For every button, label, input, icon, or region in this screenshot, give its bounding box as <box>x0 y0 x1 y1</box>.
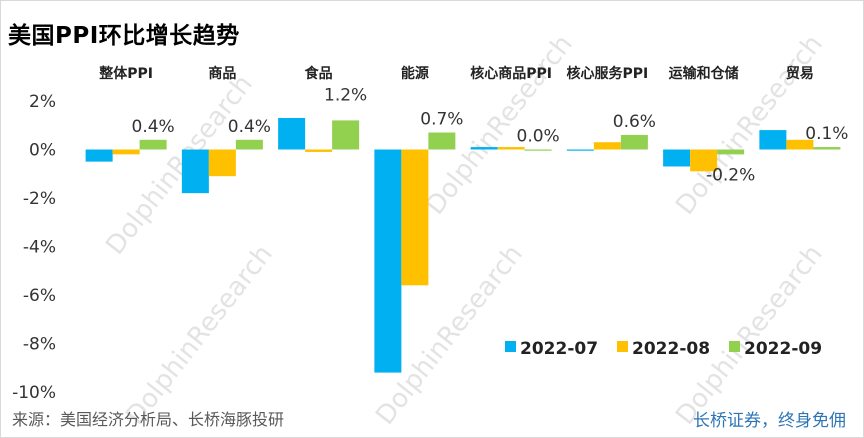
bar <box>428 132 456 150</box>
bar <box>717 149 745 155</box>
category-label: 商品 <box>208 65 236 82</box>
y-tick-label: -2% <box>23 189 56 209</box>
category-label: 整体PPI <box>98 65 153 82</box>
bar <box>208 149 236 177</box>
y-tick-label: -6% <box>23 286 56 306</box>
chart-title: 美国PPI环比增长趋势 <box>8 23 240 49</box>
bar <box>620 134 648 150</box>
y-tick-label: -10% <box>12 383 56 403</box>
legend-label: 2022-08 <box>632 339 710 359</box>
legend-swatch <box>617 341 628 352</box>
data-label: 0.1% <box>805 124 848 144</box>
bar <box>305 149 333 152</box>
bar <box>497 147 525 150</box>
data-label: 0.4% <box>132 117 175 137</box>
category-label: 核心商品PPI <box>470 65 552 82</box>
bar <box>401 149 429 286</box>
category-label: 核心服务PPI <box>567 65 649 82</box>
legend-swatch <box>505 341 516 352</box>
bar <box>524 149 552 151</box>
source-note: 来源：美国经济分析局、长桥海豚投研 <box>12 410 285 429</box>
bar <box>470 147 498 150</box>
data-label: 0.7% <box>420 110 463 130</box>
y-tick-label: 0% <box>29 141 56 161</box>
category-label: 食品 <box>305 65 333 82</box>
bar <box>332 120 360 150</box>
data-label: -0.2% <box>706 165 755 185</box>
bar <box>374 149 402 373</box>
bar <box>278 117 306 150</box>
bar <box>786 139 814 150</box>
legend-swatch <box>729 341 740 352</box>
bar <box>112 149 140 155</box>
bar <box>663 149 691 167</box>
bar <box>235 139 263 150</box>
category-label: 运输和仓储 <box>669 65 739 82</box>
y-tick-label: -4% <box>23 238 56 258</box>
category-label: 能源 <box>401 65 429 82</box>
data-label: 0.0% <box>517 127 560 147</box>
legend-label: 2022-07 <box>520 339 598 359</box>
y-tick-label: 2% <box>29 92 56 112</box>
bar <box>759 130 787 150</box>
y-tick-label: -8% <box>23 335 56 355</box>
data-label: 0.6% <box>613 112 656 132</box>
data-label: 0.4% <box>228 117 271 137</box>
legend-label: 2022-09 <box>744 339 822 359</box>
bar <box>813 147 841 150</box>
bar <box>566 149 594 151</box>
bar <box>85 149 113 162</box>
category-label: 贸易 <box>786 65 814 82</box>
bar <box>181 149 209 194</box>
bar <box>690 149 718 172</box>
data-label: 1.2% <box>324 85 367 105</box>
bar <box>593 142 621 150</box>
slogan: 长桥证券，终身免佣 <box>693 411 846 431</box>
bar <box>139 139 167 150</box>
